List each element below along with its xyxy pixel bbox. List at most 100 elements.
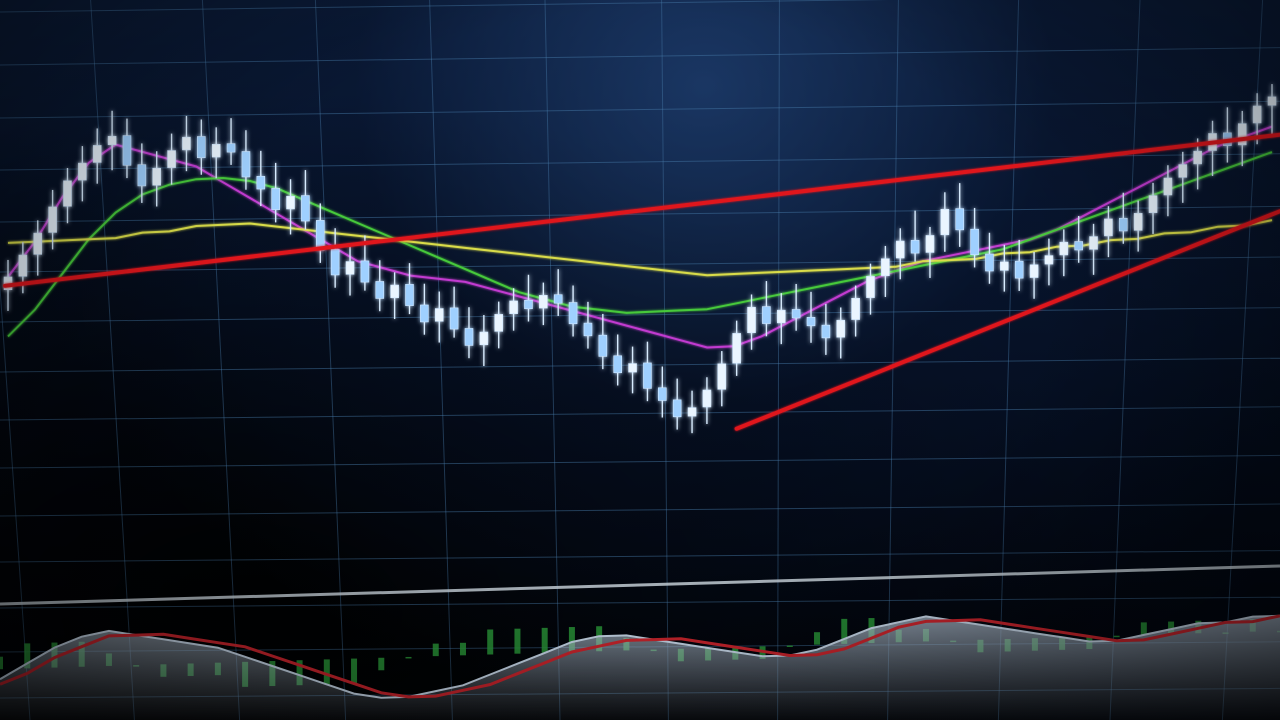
- candle: [613, 334, 622, 386]
- histogram-bar: [351, 658, 358, 684]
- candle-body: [1104, 218, 1113, 237]
- candle-body: [836, 319, 846, 338]
- grid-line-horizontal: [0, 454, 1280, 469]
- candle-body: [315, 220, 325, 251]
- candle-body: [256, 176, 266, 190]
- candle-body: [658, 387, 667, 401]
- candle: [643, 341, 652, 402]
- candle: [851, 285, 860, 337]
- candle: [330, 228, 340, 288]
- candle-body: [1059, 241, 1069, 256]
- candle: [925, 226, 935, 278]
- candle: [539, 282, 548, 326]
- candle-body: [1178, 164, 1188, 178]
- oscillator-panel: [0, 614, 1280, 720]
- grid-line-horizontal: [0, 47, 1280, 66]
- candle-body: [1237, 123, 1247, 146]
- candle: [672, 378, 682, 430]
- candle: [598, 313, 608, 370]
- candle: [1014, 239, 1024, 291]
- candle-body: [301, 195, 310, 222]
- grid-line-vertical: [429, 0, 453, 720]
- candle-body: [940, 208, 950, 236]
- candle-body: [494, 314, 504, 332]
- histogram-bar: [1140, 622, 1147, 635]
- histogram-bar: [1113, 635, 1120, 638]
- histogram-bar: [487, 629, 494, 655]
- candle: [1059, 229, 1069, 277]
- candle-body: [568, 302, 578, 325]
- oscillator-area: [0, 615, 1280, 720]
- candle-body: [821, 324, 831, 339]
- candle: [494, 301, 504, 349]
- candle: [881, 245, 890, 297]
- histogram-bar: [0, 656, 3, 670]
- candle: [1178, 151, 1188, 203]
- candle-body: [895, 240, 905, 259]
- candle: [628, 346, 637, 394]
- candle-body: [806, 317, 816, 327]
- candle: [78, 146, 87, 202]
- candle: [420, 283, 429, 335]
- candle: [449, 286, 459, 338]
- candle: [63, 168, 72, 224]
- candle-body: [539, 295, 548, 309]
- candle-body: [985, 253, 994, 272]
- candle: [895, 228, 905, 280]
- candle: [301, 170, 310, 230]
- candle-body: [687, 407, 697, 417]
- candle: [1044, 238, 1054, 286]
- candle-body: [1074, 241, 1083, 251]
- candle: [107, 110, 117, 171]
- histogram-bar: [514, 628, 521, 654]
- candle-body: [182, 136, 191, 151]
- candle: [1029, 252, 1039, 299]
- candle-body: [1044, 255, 1054, 265]
- candle-body: [197, 136, 206, 159]
- candle-body: [509, 300, 518, 314]
- candle-body: [92, 145, 102, 163]
- candle: [985, 232, 994, 284]
- histogram-bar: [541, 627, 548, 653]
- grid-line-vertical: [314, 0, 347, 720]
- candle: [152, 151, 162, 207]
- grid-line-vertical: [544, 0, 561, 720]
- candle: [568, 285, 578, 337]
- candle-body: [1148, 195, 1158, 213]
- candle: [122, 118, 132, 179]
- grid-line-vertical: [997, 0, 1020, 720]
- candle-body: [479, 331, 489, 346]
- candle-body: [48, 206, 57, 233]
- candle-body: [613, 355, 622, 374]
- grid-line-vertical: [887, 0, 899, 720]
- candle: [1000, 244, 1009, 292]
- candle: [1104, 206, 1113, 258]
- candle: [345, 244, 355, 296]
- oscillator-lines: [0, 614, 1280, 720]
- candle: [687, 390, 697, 434]
- candle-body: [643, 362, 652, 389]
- candle-body: [910, 240, 920, 254]
- candle-body: [345, 261, 355, 275]
- candle-body: [33, 232, 43, 255]
- candle: [955, 183, 965, 247]
- candle: [762, 281, 771, 337]
- trendline-upper: [3, 132, 1280, 288]
- candle: [197, 119, 206, 175]
- candle-body: [1118, 217, 1128, 232]
- grid-line-horizontal: [0, 307, 1280, 323]
- candle-body: [211, 144, 221, 158]
- histogram-bar: [378, 657, 385, 671]
- candle-body: [925, 235, 935, 253]
- candle: [717, 351, 727, 407]
- histogram-bar: [323, 659, 330, 685]
- histogram-bar: [459, 642, 466, 656]
- candle: [806, 291, 816, 343]
- candle: [553, 269, 563, 316]
- candle: [836, 307, 846, 359]
- candle-body: [628, 363, 637, 373]
- candle: [866, 263, 875, 315]
